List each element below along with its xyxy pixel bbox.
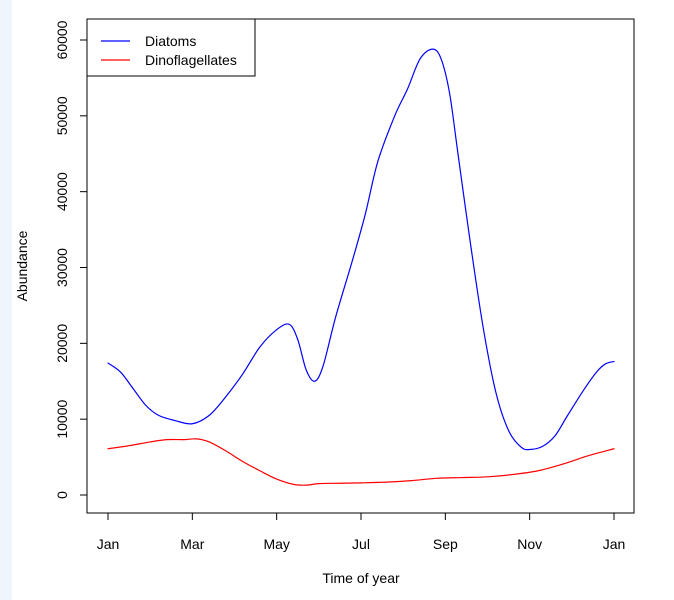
x-tick-label: Nov	[517, 536, 542, 552]
y-axis: 0 10000 20000 30000 40000 50000 60000	[54, 20, 88, 499]
y-tick-label: 0	[54, 491, 70, 499]
series-layer	[107, 48, 615, 486]
x-tick-label: Jul	[352, 536, 370, 552]
x-axis-title: Time of year	[322, 570, 400, 586]
x-axis: Jan Mar May Jul Sep Nov Jan	[97, 512, 626, 552]
x-tick-label: Sep	[433, 536, 458, 552]
series-line-dinoflagellates	[107, 438, 615, 486]
legend-label-dinoflagellates: Dinoflagellates	[145, 52, 237, 68]
series-line-diatoms	[107, 48, 615, 451]
y-tick-label: 60000	[54, 20, 70, 59]
legend-box	[86, 18, 256, 77]
y-tick-label: 30000	[54, 248, 70, 287]
legend: Diatoms Dinoflagellates	[86, 18, 256, 77]
y-axis-title: Abundance	[14, 230, 30, 301]
x-tick-label: Jan	[97, 536, 120, 552]
y-tick-label: 50000	[54, 96, 70, 135]
y-tick-label: 40000	[54, 172, 70, 211]
plot-panel	[12, 0, 674, 600]
y-tick-label: 10000	[54, 399, 70, 438]
x-tick-label: May	[263, 536, 289, 552]
x-tick-label: Jan	[603, 536, 626, 552]
x-tick-label: Mar	[180, 536, 204, 552]
legend-label-diatoms: Diatoms	[145, 33, 196, 49]
y-tick-label: 20000	[54, 324, 70, 363]
